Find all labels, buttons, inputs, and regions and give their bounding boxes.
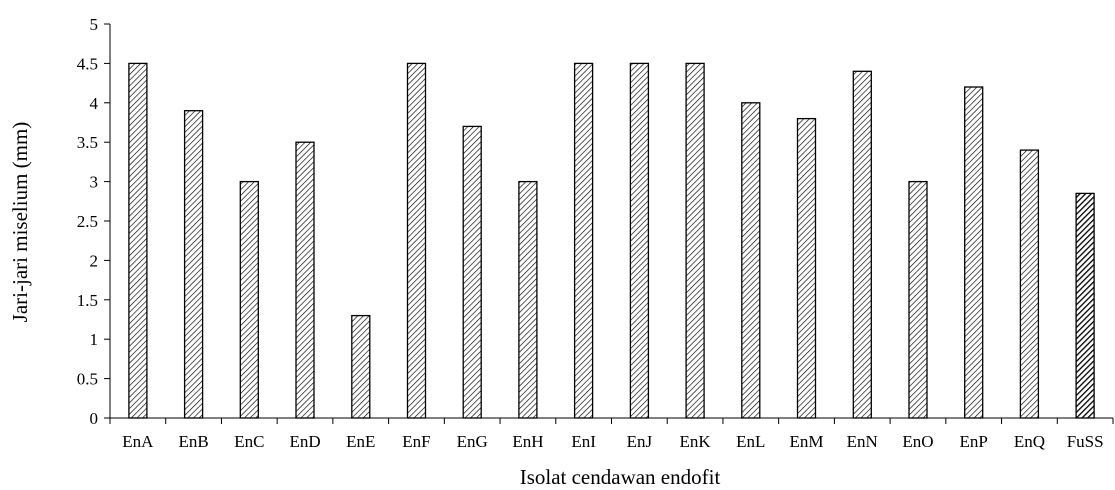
y-tick-label: 3.5: [77, 133, 98, 152]
y-tick-label: 2: [90, 251, 99, 270]
bar-EnB: [183, 110, 204, 419]
bar-EnH: [518, 180, 538, 419]
x-tick-label: EnD: [289, 432, 320, 451]
y-tick-label: 1.5: [77, 291, 98, 310]
x-tick-label: EnA: [122, 432, 154, 451]
bar-EnL: [741, 102, 761, 419]
y-tick-label: 2.5: [77, 212, 98, 231]
y-tick-label: 4: [90, 94, 99, 113]
x-axis-title: Isolat cendawan endofit: [520, 465, 721, 489]
x-tick-label: FuSS: [1067, 432, 1104, 451]
x-tick-label: EnK: [679, 432, 711, 451]
y-tick-label: 4.5: [77, 54, 98, 73]
x-tick-label: EnH: [512, 432, 543, 451]
bar-EnE: [351, 314, 371, 419]
bar-EnF: [406, 62, 427, 419]
bar-FuSS: [1075, 192, 1095, 419]
bar-EnC: [239, 180, 259, 419]
x-tick-label: EnI: [571, 432, 596, 451]
y-tick-label: 5: [90, 15, 99, 34]
x-axis: EnA EnB EnC EnD EnE EnF EnG EnH EnI EnJ EnK EnL EnM E…: [109, 417, 1114, 451]
y-axis: 0 0.5 1 1.5 2 2.5 3 3.5 4 4.5 5: [77, 15, 111, 428]
bar-EnK: [685, 62, 705, 419]
bar-EnJ: [629, 62, 650, 419]
bar-EnP: [964, 86, 984, 419]
bar-EnA: [128, 62, 148, 419]
bar-EnN: [852, 70, 872, 419]
y-tick-label: 1: [90, 330, 99, 349]
x-tick-label: EnE: [346, 432, 375, 451]
x-tick-label: EnQ: [1014, 432, 1045, 451]
y-tick-label: 0: [90, 409, 99, 428]
x-tick-label: EnJ: [627, 432, 653, 451]
y-tick-label: 0.5: [77, 370, 98, 389]
x-tick-label: EnF: [402, 432, 430, 451]
bar-EnD: [295, 141, 315, 419]
x-tick-label: EnP: [960, 432, 988, 451]
x-tick-label: EnL: [736, 432, 765, 451]
x-tick-label: EnM: [790, 432, 824, 451]
x-tick-label: EnN: [847, 432, 878, 451]
bars: [128, 62, 1095, 419]
bar-EnM: [796, 117, 817, 419]
x-tick-label: EnB: [178, 432, 208, 451]
bar-EnI: [573, 62, 594, 419]
bar-EnQ: [1019, 149, 1040, 419]
x-tick-label: EnG: [457, 432, 488, 451]
y-axis-title: Jari-jari miselium (mm): [8, 122, 32, 323]
y-tick-label: 3: [90, 173, 99, 192]
bar-EnO: [908, 180, 928, 419]
x-tick-label: EnO: [902, 432, 933, 451]
bar-EnG: [462, 125, 482, 419]
x-tick-label: EnC: [234, 432, 264, 451]
